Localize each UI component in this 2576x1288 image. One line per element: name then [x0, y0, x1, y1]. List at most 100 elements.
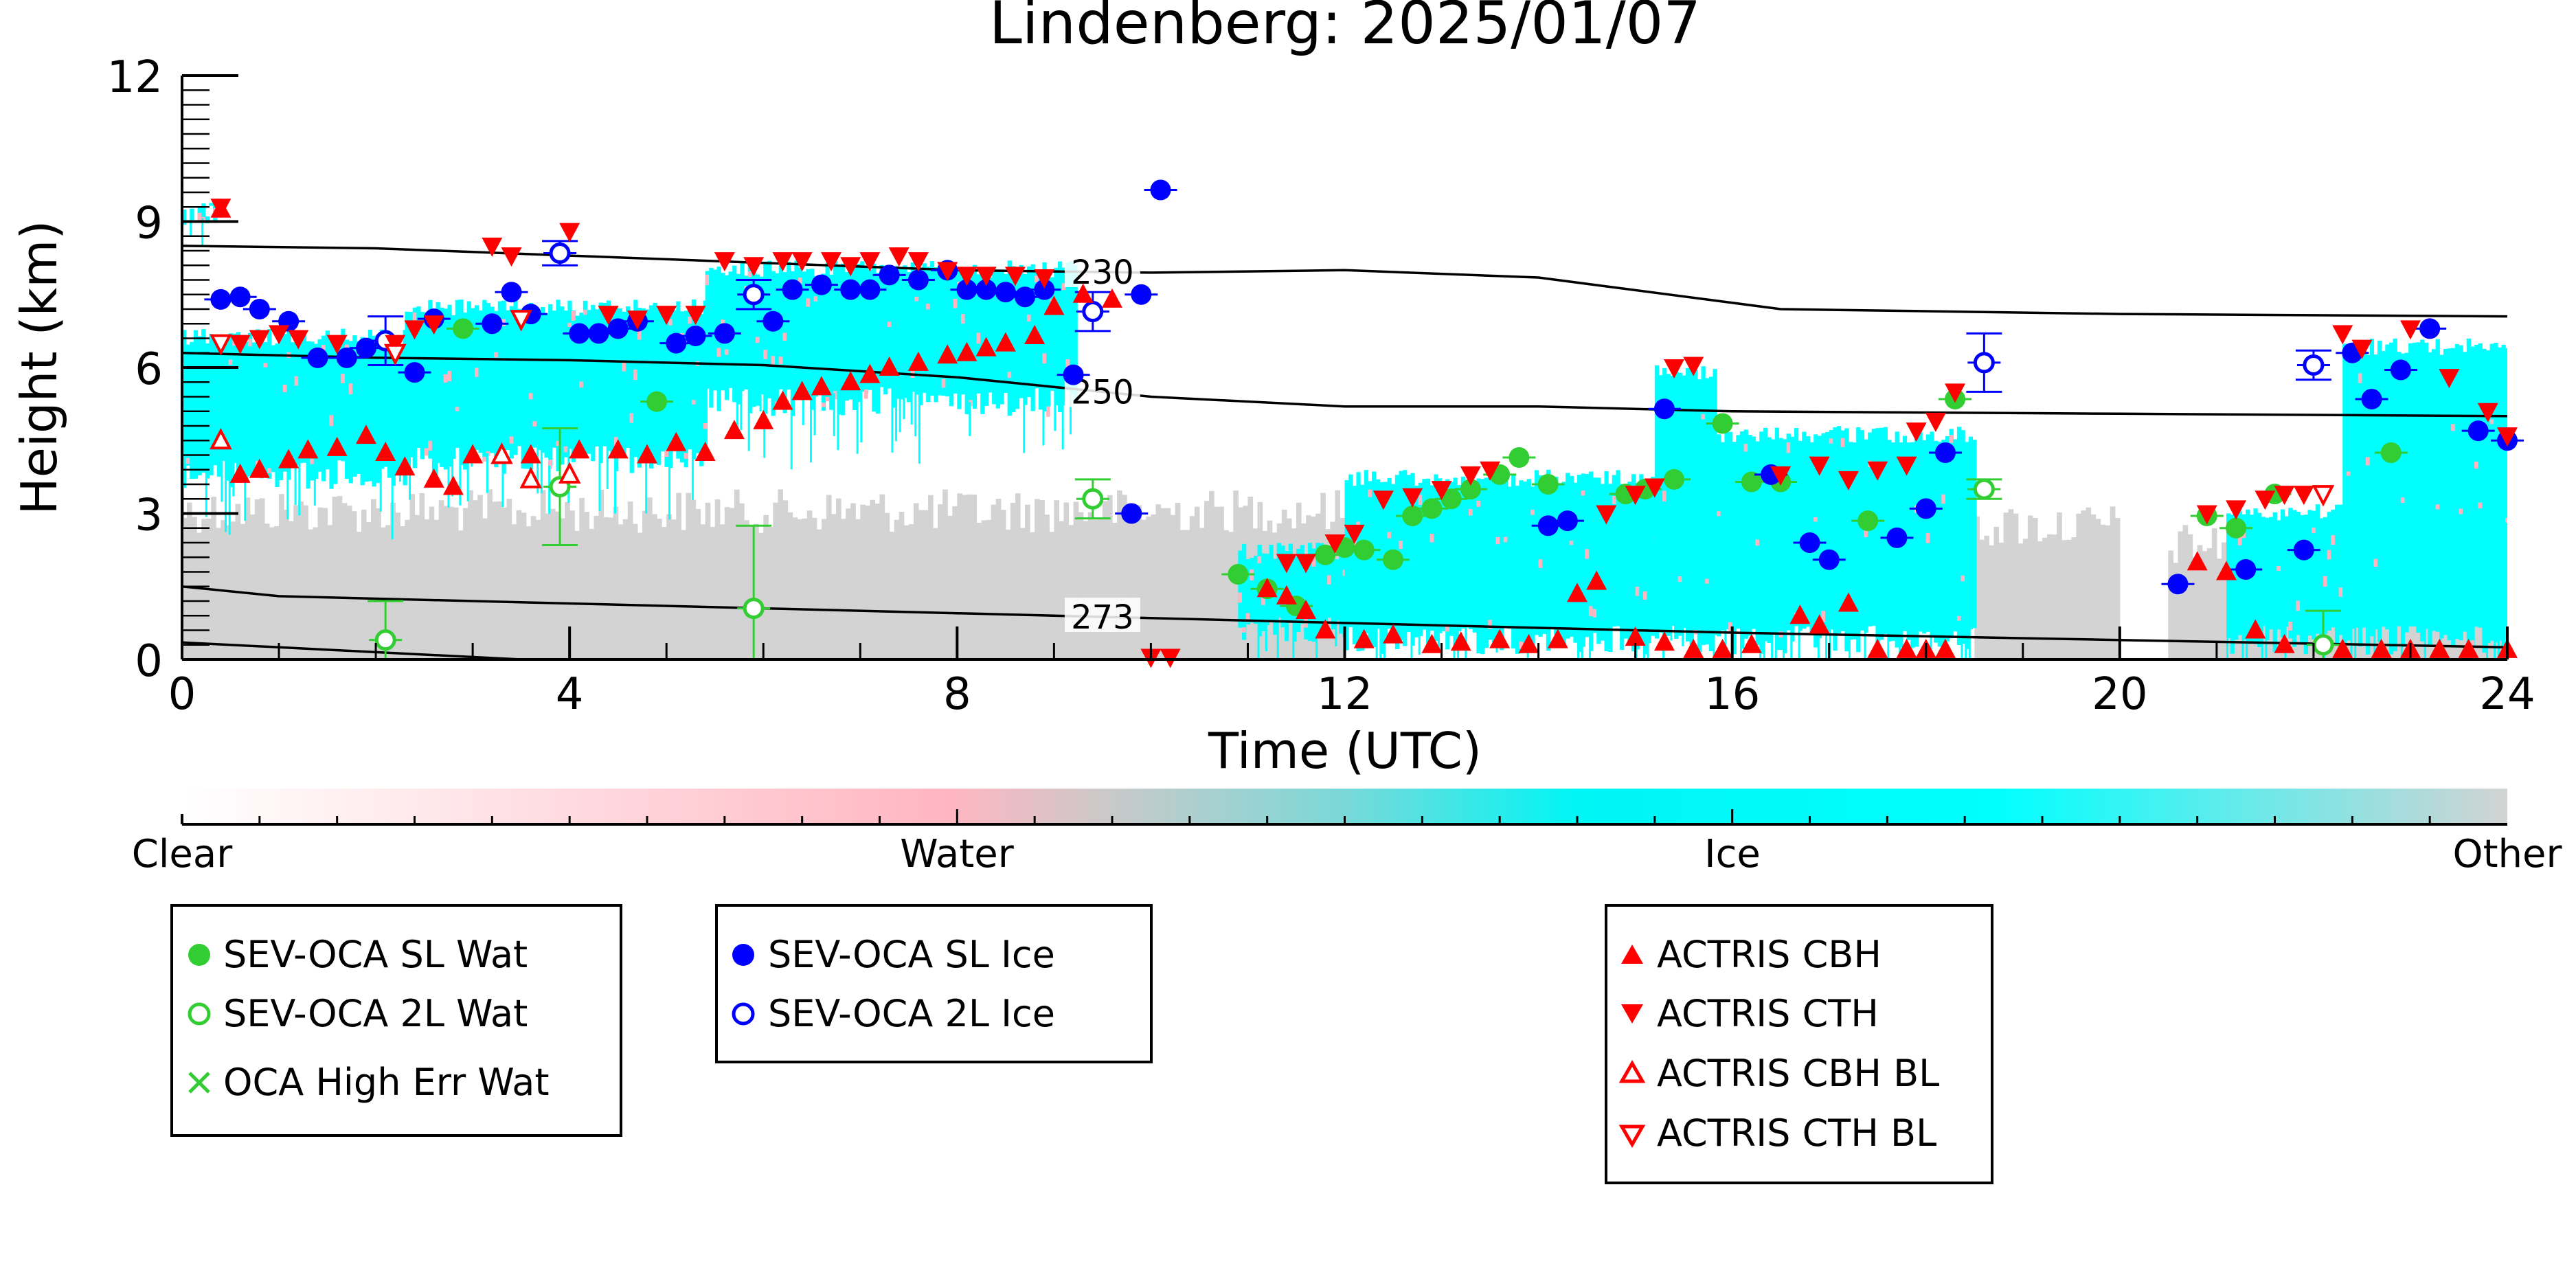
ice-column [1403, 470, 1408, 646]
ice-streak [833, 393, 835, 436]
other-column [211, 497, 216, 659]
other-column [879, 494, 885, 659]
ice-column [2412, 342, 2417, 626]
ice-column [2373, 354, 2378, 630]
ice-column [1748, 435, 1752, 636]
ice-streak [1379, 653, 1382, 659]
ice-column [587, 310, 591, 454]
ice-column [563, 310, 568, 457]
data-point [1431, 481, 1452, 501]
ice-column [1918, 431, 1923, 632]
data-point [1102, 288, 1122, 308]
ice-column [236, 332, 241, 478]
other-column [2086, 507, 2092, 659]
ice-streak [1763, 641, 1765, 659]
ice-column [863, 265, 869, 394]
ice-column [1642, 478, 1648, 655]
ice-column [1693, 370, 1698, 631]
other-column [2100, 524, 2106, 659]
ice-column [1790, 436, 1795, 642]
ice-streak [1670, 626, 1673, 641]
data-point [355, 337, 376, 359]
data-point [1664, 359, 1685, 379]
data-point [404, 320, 425, 340]
ice-column [221, 344, 225, 462]
other-column [986, 519, 992, 659]
ice-column [552, 310, 557, 448]
ice-column [387, 334, 392, 478]
other-column [947, 515, 953, 659]
data-point [714, 323, 735, 344]
data-point [1402, 506, 1423, 527]
ice-column [794, 260, 799, 398]
ice-column [509, 306, 514, 459]
ice-column [1530, 486, 1535, 652]
ice-column [1720, 442, 1725, 631]
other-column [1179, 530, 1186, 659]
water-speck [1814, 517, 1818, 522]
other-column [2202, 551, 2208, 659]
water-speck [629, 413, 634, 423]
water-speck [2470, 640, 2475, 648]
other-column [216, 528, 222, 659]
other-column [1039, 499, 1045, 659]
water-speck [2288, 622, 2292, 631]
isotherm-line [182, 641, 521, 659]
ice-column [2470, 346, 2475, 647]
ice-column [910, 262, 915, 392]
ice-column [2428, 352, 2432, 645]
water-speck [494, 352, 498, 358]
ice-column [466, 301, 471, 461]
ice-streak [1054, 405, 1057, 431]
other-column [1117, 490, 1122, 659]
ice-column [1368, 481, 1372, 644]
other-column [365, 522, 372, 659]
data-point [520, 444, 541, 464]
ice-column [1557, 483, 1563, 644]
ice-streak [736, 404, 738, 439]
other-column [782, 500, 789, 659]
ice-column [2497, 347, 2502, 641]
water-speck [1046, 406, 1050, 417]
data-point [1440, 488, 1462, 510]
ice-column [2463, 352, 2467, 632]
ice-column [197, 336, 202, 475]
ice-column [1371, 471, 1377, 648]
other-column [938, 504, 943, 659]
water-speck [228, 359, 233, 365]
data-point [1741, 633, 1762, 653]
data-point [840, 371, 861, 391]
water-speck [2331, 535, 2335, 545]
ice-column [1561, 482, 1566, 648]
other-column [1136, 505, 1142, 659]
ice-streak [1790, 641, 1793, 659]
ice-column [1604, 471, 1609, 652]
series [447, 318, 2408, 617]
data-point [519, 466, 543, 488]
ice-streak [1647, 643, 1649, 659]
ice-column [348, 341, 353, 484]
ice-column [1635, 483, 1640, 650]
other-column [2206, 548, 2213, 659]
data-point [1450, 631, 1471, 651]
ice-column [209, 203, 214, 206]
other-column [1030, 532, 1035, 659]
ice-column [676, 301, 681, 459]
water-speck [428, 440, 432, 451]
ice-column [360, 337, 365, 486]
other-column [1000, 510, 1006, 659]
water-speck [813, 296, 818, 302]
other-column [889, 531, 895, 659]
other-region [1974, 506, 2121, 659]
other-column [811, 517, 817, 659]
ice-column [201, 203, 206, 218]
data-point [1653, 398, 1675, 420]
other-column [1020, 528, 1026, 659]
other-column [744, 520, 749, 659]
other-column [273, 526, 280, 659]
data-point [1315, 619, 1336, 639]
legend-label-sl-ice: SEV-OCA SL Ice [768, 933, 1055, 976]
other-column [1998, 542, 2004, 659]
ice-column [2323, 517, 2328, 634]
ice-column [1612, 475, 1617, 627]
